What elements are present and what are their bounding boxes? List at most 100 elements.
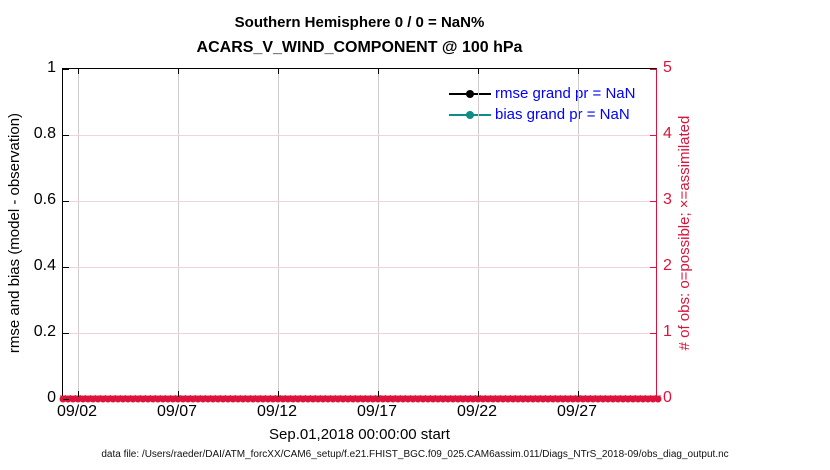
assimilated-obs-x-icon: × — [483, 393, 493, 404]
vertical-gridline — [478, 69, 479, 397]
possible-obs-circle-icon — [639, 395, 647, 403]
assimilated-obs-x-icon: × — [243, 393, 253, 404]
possible-obs-circle-icon — [289, 395, 297, 403]
possible-obs-circle-icon — [144, 395, 152, 403]
possible-obs-circle-icon — [384, 395, 392, 403]
assimilated-obs-x-icon: × — [273, 393, 283, 404]
possible-obs-circle-icon — [494, 395, 502, 403]
vertical-gridline — [278, 69, 279, 397]
possible-obs-circle-icon — [349, 395, 357, 403]
right-axis-tick — [650, 333, 656, 334]
assimilated-obs-x-icon: × — [563, 393, 573, 404]
possible-obs-circle-icon — [614, 395, 622, 403]
assimilated-obs-x-icon: × — [338, 393, 348, 404]
assimilated-obs-x-icon: × — [78, 393, 88, 404]
possible-obs-circle-icon — [429, 395, 437, 403]
right-axis-tick — [650, 267, 656, 268]
assimilated-obs-x-icon: × — [263, 393, 273, 404]
legend-line-sample — [449, 104, 491, 125]
possible-obs-circle-icon — [219, 395, 227, 403]
left-axis-tick-label: 0.6 — [33, 191, 56, 208]
assimilated-obs-x-icon: × — [393, 393, 403, 404]
assimilated-obs-x-icon: × — [488, 393, 498, 404]
assimilated-obs-x-icon: × — [73, 393, 83, 404]
assimilated-obs-x-icon: × — [343, 393, 353, 404]
possible-obs-circle-icon — [379, 395, 387, 403]
possible-obs-circle-icon — [414, 395, 422, 403]
left-axis-tick-label: 0.4 — [33, 257, 56, 274]
possible-obs-circle-icon — [244, 395, 252, 403]
x-axis-tick-top — [78, 69, 79, 74]
legend-marker-dot — [466, 110, 474, 119]
possible-obs-circle-icon — [374, 395, 382, 403]
assimilated-obs-x-icon: × — [288, 393, 298, 404]
possible-obs-circle-icon — [489, 395, 497, 403]
assimilated-obs-x-icon: × — [653, 393, 663, 404]
assimilated-obs-x-icon: × — [253, 393, 263, 404]
assimilated-obs-x-icon: × — [93, 393, 103, 404]
right-axis-tick — [650, 69, 656, 70]
assimilated-obs-x-icon: × — [183, 393, 193, 404]
possible-obs-circle-icon — [439, 395, 447, 403]
possible-obs-circle-icon — [239, 395, 247, 403]
assimilated-obs-x-icon: × — [628, 393, 638, 404]
assimilated-obs-x-icon: × — [268, 393, 278, 404]
possible-obs-circle-icon — [554, 395, 562, 403]
horizontal-gridline — [63, 267, 656, 268]
assimilated-obs-x-icon: × — [358, 393, 368, 404]
assimilated-obs-x-icon: × — [383, 393, 393, 404]
left-axis-tick-label: 0.2 — [33, 323, 56, 340]
vertical-gridline — [578, 69, 579, 397]
possible-obs-circle-icon — [609, 395, 617, 403]
assimilated-obs-x-icon: × — [548, 393, 558, 404]
possible-obs-circle-icon — [99, 395, 107, 403]
legend-entry: bias grand pr = NaN — [449, 104, 635, 125]
assimilated-obs-x-icon: × — [603, 393, 613, 404]
assimilated-obs-x-icon: × — [518, 393, 528, 404]
assimilated-obs-x-icon: × — [649, 394, 657, 404]
assimilated-obs-x-icon: × — [328, 393, 338, 404]
vertical-gridline — [178, 69, 179, 397]
assimilated-obs-x-icon: × — [373, 393, 383, 404]
possible-obs-circle-icon — [514, 395, 522, 403]
possible-obs-circle-icon — [114, 395, 122, 403]
legend-line-sample — [449, 83, 491, 104]
legend-marker-dot — [466, 89, 474, 98]
possible-obs-circle-icon — [469, 395, 477, 403]
right-axis-tick-label: 1 — [663, 323, 672, 340]
assimilated-obs-x-icon: × — [248, 393, 258, 404]
possible-obs-circle-icon — [499, 395, 507, 403]
possible-obs-circle-icon — [394, 395, 402, 403]
left-axis-tick-label: 0 — [47, 389, 56, 406]
possible-obs-circle-icon — [644, 395, 652, 403]
assimilated-obs-x-icon: × — [508, 393, 518, 404]
possible-obs-circle-icon — [604, 395, 612, 403]
possible-obs-circle-icon — [84, 395, 92, 403]
assimilated-obs-x-icon: × — [643, 393, 653, 404]
assimilated-obs-x-icon: × — [64, 394, 72, 404]
possible-obs-circle-icon — [539, 395, 547, 403]
possible-obs-circle-icon — [654, 395, 662, 403]
left-axis-tick — [63, 333, 69, 334]
right-axis-tick-label: 0 — [663, 389, 672, 406]
assimilated-obs-x-icon: × — [618, 393, 628, 404]
assimilated-obs-x-icon: × — [208, 393, 218, 404]
x-axis-tick-label: 09/02 — [56, 403, 98, 420]
possible-obs-circle-icon — [449, 395, 457, 403]
possible-obs-circle-icon — [304, 395, 312, 403]
right-axis-label: # of obs: o=possible; ×=assimilated — [676, 115, 693, 351]
possible-obs-circle-icon — [174, 395, 182, 403]
possible-obs-circle-icon — [119, 395, 127, 403]
assimilated-obs-x-icon: × — [313, 393, 323, 404]
assimilated-obs-x-icon: × — [143, 393, 153, 404]
possible-obs-circle-icon — [74, 395, 82, 403]
assimilated-obs-x-icon: × — [598, 393, 608, 404]
possible-obs-circle-icon — [199, 395, 207, 403]
x-axis-tick-top — [478, 69, 479, 74]
assimilated-obs-x-icon: × — [108, 393, 118, 404]
left-axis-tick — [63, 399, 69, 400]
possible-obs-circle-icon — [169, 395, 177, 403]
plot-subtitle: ACARS_V_WIND_COMPONENT @ 100 hPa — [196, 39, 523, 56]
horizontal-gridline — [63, 201, 656, 202]
assimilated-obs-x-icon: × — [118, 393, 128, 404]
